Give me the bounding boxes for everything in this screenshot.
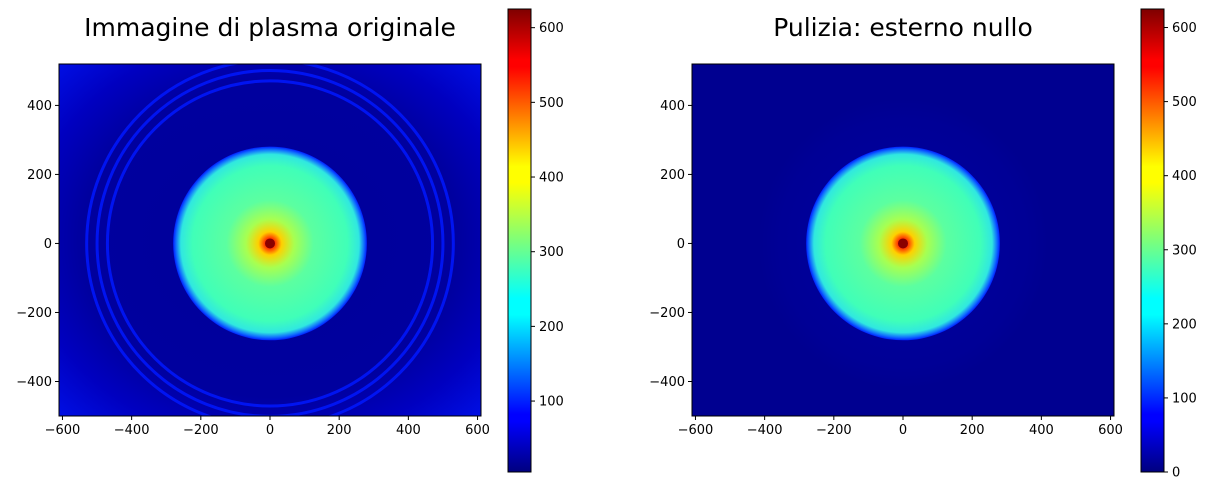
heatmap-image [59,64,481,416]
plot-title: Immagine di plasma originale [84,13,456,42]
x-tick-label: 400 [1029,423,1054,438]
y-tick-label: 200 [660,168,685,183]
x-tick-label: −400 [114,423,150,438]
y-tick-label: 200 [27,168,52,183]
heatmap-image [692,64,1114,416]
x-tick-label: 0 [899,423,907,438]
y-tick-label: −400 [649,375,685,390]
colorbar-tick-label: 100 [539,395,564,410]
colorbar-tick-label: 200 [539,320,564,335]
x-tick-label: −200 [816,423,852,438]
x-tick-label: 600 [1098,423,1123,438]
y-tick-label: −400 [16,375,52,390]
colorbar-tick-label: 300 [539,245,564,260]
panel-cleaned: Pulizia: esterno nullo −600 −400 −200 0 200 40… [649,8,1197,481]
colorbar-tick-label: 100 [1172,391,1197,406]
colorbar-tick-label: 400 [539,171,564,186]
x-tick-label: 0 [266,423,274,438]
x-tick-label: −200 [183,423,219,438]
colorbar-tick-label: 300 [1172,243,1197,258]
y-tick-label: 0 [44,237,52,252]
y-tick-label: 400 [660,99,685,114]
colorbar-tick-label: 200 [1172,317,1197,332]
x-tick-label: 200 [327,423,352,438]
colorbar-tick-label: 400 [1172,169,1197,184]
colorbar [507,8,532,473]
x-tick-label: −600 [45,423,81,438]
colorbar [1140,8,1165,473]
panel-original: Immagine di plasma originale −600 −400 −200… [16,8,564,473]
y-tick-label: 0 [677,237,685,252]
x-tick-label: 400 [396,423,421,438]
x-tick-label: −400 [747,423,783,438]
colorbar-tick-label: 600 [1172,21,1197,36]
colorbar-tick-label: 500 [1172,95,1197,110]
x-tick-label: 200 [960,423,985,438]
x-tick-label: 600 [465,423,490,438]
colorbar-tick-label: 500 [539,96,564,111]
colorbar-tick-label: 600 [539,21,564,36]
colorbar-tick-label: 0 [1172,466,1180,481]
outer-ring-0 [105,79,435,408]
central-peak [265,238,275,249]
x-tick-label: −600 [678,423,714,438]
outer-ring-1 [95,69,445,416]
y-tick-label: −200 [16,306,52,321]
plot-title: Pulizia: esterno nullo [773,13,1033,42]
outer-ring-2 [85,64,455,416]
y-tick-label: 400 [27,99,52,114]
central-peak [898,238,908,249]
y-tick-label: −200 [649,306,685,321]
